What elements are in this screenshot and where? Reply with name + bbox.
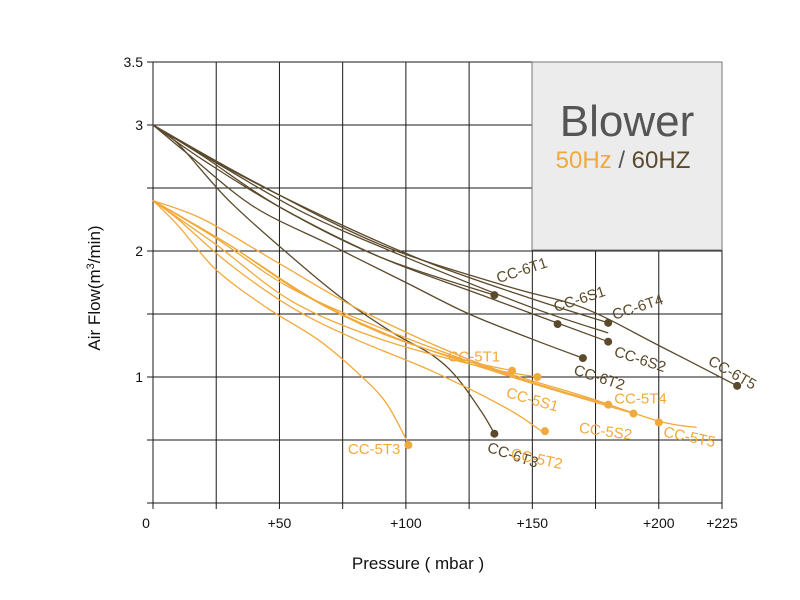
- series-marker-cc-5t3: [404, 441, 413, 450]
- series-line-cc-5t4: [152, 200, 609, 406]
- series-marker-cc-6t3: [490, 429, 499, 438]
- x-tick-label: +200: [643, 515, 675, 531]
- y-tick-label: 2: [135, 243, 143, 259]
- series-marker-cc-6t5: [733, 381, 742, 390]
- grid: [147, 61, 723, 509]
- series-label-cc-6t2: CC-6T2: [572, 362, 627, 394]
- legend-title: Blower: [560, 97, 695, 146]
- series-marker-cc-6s2: [604, 337, 613, 346]
- series-line-cc-6t2: [152, 124, 584, 359]
- y-tick-label: 3.5: [124, 54, 144, 70]
- x-tick-label: +100: [390, 515, 422, 531]
- series-label-cc-5t5: CC-5T5: [662, 424, 717, 452]
- y-axis-title-part2: /min): [85, 225, 104, 263]
- series-label-cc-6t1: CC-6T1: [494, 255, 549, 287]
- legend-subtitle: 50Hz / 60HZ: [556, 147, 691, 174]
- series-label-cc-5t4: CC-5T4: [614, 391, 667, 408]
- x-tick-label: +50: [268, 515, 292, 531]
- series-label-cc-5t3: CC-5T3: [348, 441, 401, 458]
- series-label-cc-6t4: CC-6T4: [610, 291, 665, 323]
- series-label-cc-6s2: CC-6S2: [612, 343, 668, 376]
- series-line-cc-5t2: [152, 200, 546, 435]
- x-tick-label: 0: [142, 515, 150, 531]
- series-line-cc-6t4: [152, 124, 609, 324]
- series-label-cc-6s1: CC-6S1: [552, 283, 608, 316]
- legend-50hz: 50Hz: [556, 147, 612, 174]
- series-marker-cc-6t1: [490, 291, 499, 300]
- x-axis-title: Pressure ( mbar ): [352, 554, 484, 573]
- series-marker-cc-5s1: [533, 373, 542, 381]
- legend-box: [531, 61, 723, 251]
- series-marker-cc-5t2: [540, 427, 549, 436]
- legend-separator: /: [612, 147, 632, 174]
- series-label-cc-5t2: CC-5T2: [509, 445, 564, 473]
- tick-labels: 0 +50 +100 +150 +200 +225 1 2 3 3.5: [124, 54, 738, 531]
- y-tick-label: 1: [135, 369, 143, 385]
- y-axis-title: Air Flow(m3/min): [85, 225, 104, 350]
- x-tick-label: +150: [517, 515, 549, 531]
- series-line-cc-6t1: [152, 124, 495, 296]
- y-axis-title-superscript: 3: [85, 263, 97, 269]
- legend-60hz: 60HZ: [632, 147, 691, 174]
- series-line-cc-6t5: [152, 124, 738, 387]
- series-line-cc-5t5: [152, 199, 697, 429]
- x-tick-label: +225: [706, 515, 738, 531]
- series-marker-cc-5t5: [654, 418, 663, 427]
- y-axis-title-part1: Air Flow(m: [85, 269, 104, 350]
- y-tick-label: 3: [135, 117, 143, 133]
- series-marker-cc-6t2: [578, 354, 587, 363]
- series-line-cc-6s2: [152, 124, 609, 343]
- series-line-cc-5t3: [152, 200, 409, 445]
- legend: Blower 50Hz / 60HZ: [531, 61, 723, 251]
- series-line-cc-5s2: [152, 200, 634, 415]
